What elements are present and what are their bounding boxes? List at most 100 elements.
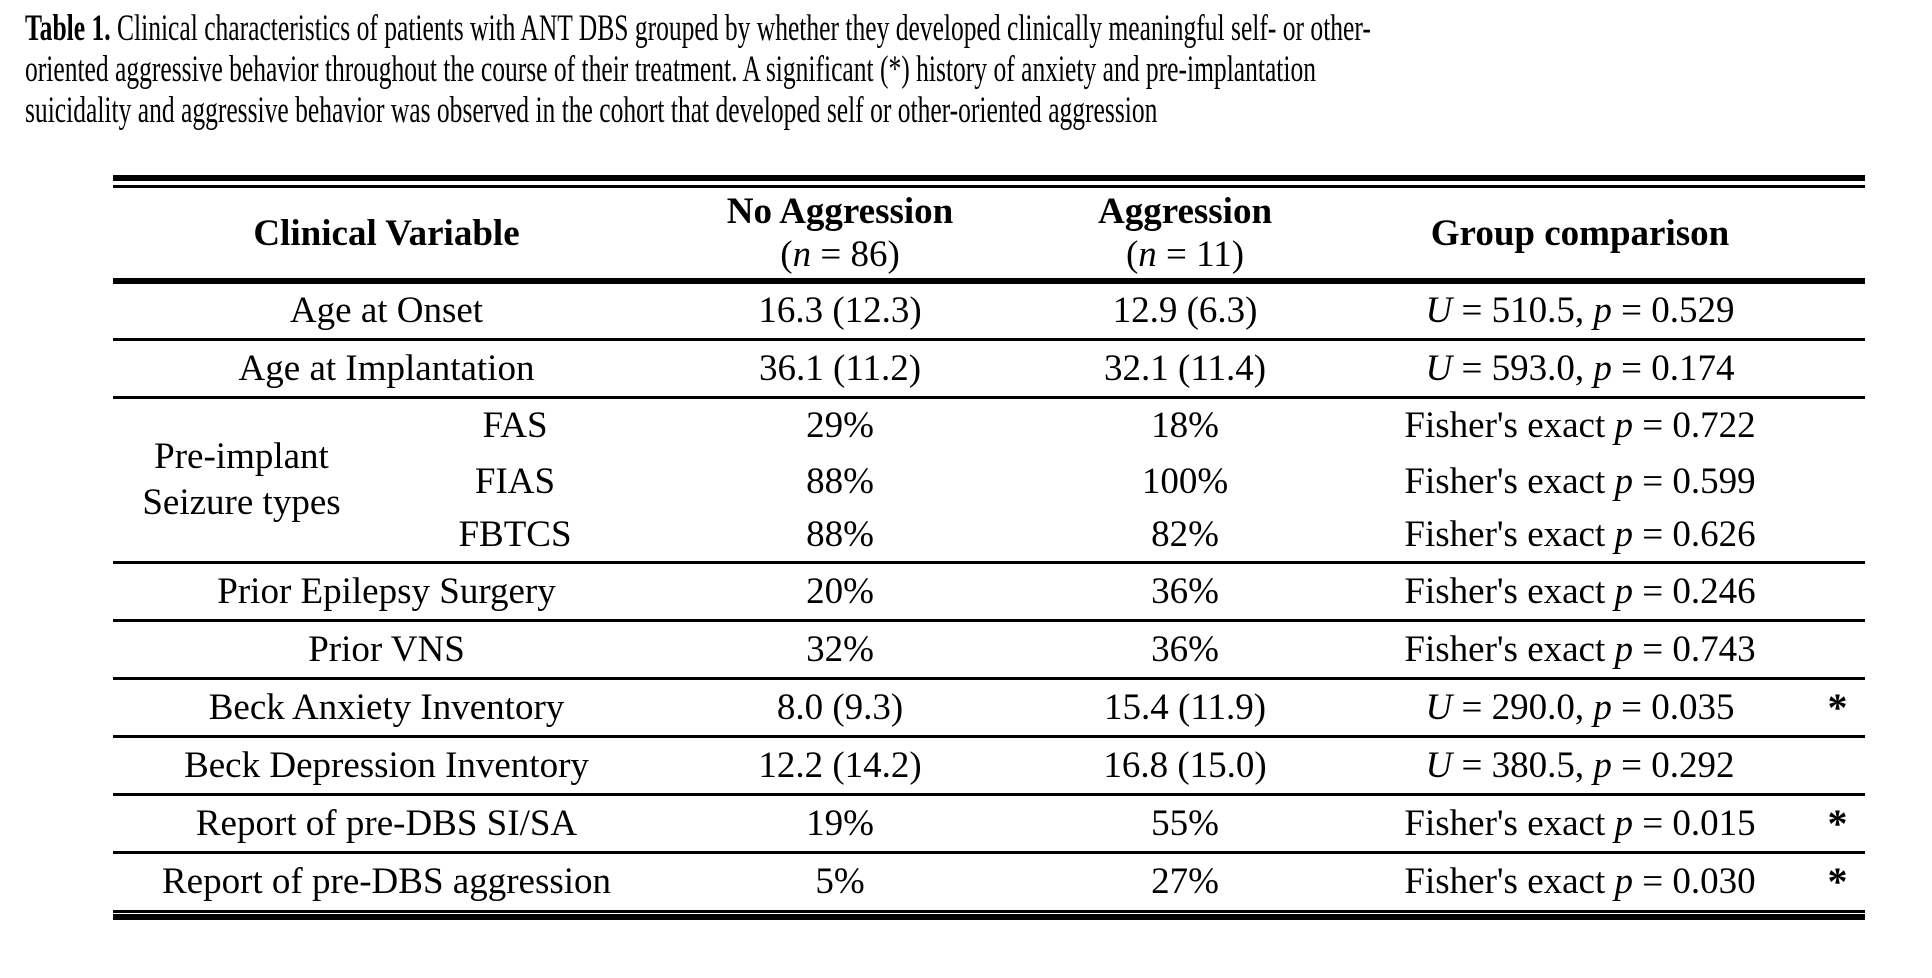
stat-segment: = 0.035	[1611, 686, 1735, 728]
stat-segment: p	[1614, 514, 1634, 556]
seizure-group-label: Pre-implant Seizure types	[142, 435, 341, 523]
aggression-value: 16.8 (15.0)	[1103, 744, 1267, 786]
comparison-value: Fisher's exact p = 0.626	[1350, 509, 1810, 562]
stat-segment: Fisher's exact	[1404, 861, 1615, 903]
caption-label: Table 1.	[25, 8, 111, 49]
stat-segment: = 593.0,	[1452, 347, 1594, 389]
no-aggression-value: 32%	[806, 628, 874, 670]
table-row: Beck Depression Inventory 12.2 (14.2) 16…	[113, 736, 1866, 794]
header-aggression: Aggression (n = 11)	[1020, 188, 1350, 281]
table-row: Beck Anxiety Inventory 8.0 (9.3) 15.4 (1…	[113, 678, 1866, 736]
comparison-value: U = 290.0, p = 0.035	[1350, 678, 1810, 736]
stat-segment: = 0.529	[1611, 290, 1735, 332]
no-aggression-value: 12.2 (14.2)	[758, 744, 922, 786]
significance-star: *	[1827, 859, 1848, 905]
comparison-value: Fisher's exact p = 0.599	[1350, 453, 1810, 509]
comparison-value: Fisher's exact p = 0.743	[1350, 620, 1810, 678]
stat-segment: = 0.292	[1611, 744, 1735, 786]
stat-segment: = 510.5,	[1452, 290, 1594, 332]
aggression-value: 82%	[1151, 514, 1219, 556]
aggression-value: 36%	[1151, 570, 1219, 612]
stat-segment: = 0.722	[1633, 405, 1756, 447]
row-label: Beck Depression Inventory	[184, 744, 589, 786]
clinical-characteristics-table: Clinical Variable No Aggression (n = 86)…	[113, 188, 1866, 910]
stat-segment: = 0.246	[1633, 570, 1756, 612]
top-rule-thick	[113, 175, 1865, 181]
significance-star	[1810, 397, 1865, 453]
row-label: Report of pre-DBS aggression	[161, 861, 612, 903]
stat-segment: p	[1614, 802, 1634, 844]
aggression-value: 15.4 (11.9)	[1104, 686, 1267, 728]
no-aggression-value: 36.1 (11.2)	[759, 347, 922, 389]
row-label: Beck Anxiety Inventory	[208, 686, 565, 728]
stat-segment: U	[1425, 686, 1453, 728]
header-no-aggression: No Aggression (n = 86)	[660, 188, 1020, 281]
significance-star	[1810, 509, 1865, 562]
no-aggression-value: 88%	[806, 460, 874, 502]
stat-segment: = 0.030	[1633, 861, 1756, 903]
caption-line-2: oriented aggressive behavior throughout …	[25, 49, 1317, 90]
significance-star	[1810, 339, 1865, 397]
stat-segment: p	[1593, 290, 1612, 332]
aggression-value: 12.9 (6.3)	[1112, 290, 1258, 332]
stat-segment: p	[1593, 744, 1612, 786]
stat-segment: p	[1593, 686, 1612, 728]
stat-segment: Fisher's exact	[1404, 514, 1615, 556]
caption-line-1: Table 1. Clinical characteristics of pat…	[25, 8, 1371, 49]
stat-segment: Fisher's exact	[1404, 570, 1615, 612]
aggression-value: 32.1 (11.4)	[1104, 347, 1267, 389]
row-label: Prior Epilepsy Surgery	[217, 570, 556, 612]
header-star-column	[1810, 188, 1865, 281]
table-row: Report of pre-DBS SI/SA 19% 55% Fisher's…	[113, 794, 1866, 852]
stat-segment: Fisher's exact	[1404, 405, 1615, 447]
comparison-value: Fisher's exact p = 0.015	[1350, 794, 1810, 852]
significance-star	[1810, 453, 1865, 509]
significance-star: *	[1827, 800, 1848, 846]
header-aggression-n: (n = 11)	[1125, 234, 1245, 275]
table-row: Pre-implant Seizure types FAS 29% 18% Fis…	[113, 397, 1865, 522]
stat-segment: = 0.015	[1633, 802, 1756, 844]
stat-segment: Fisher's exact	[1404, 460, 1615, 502]
no-aggression-value: 88%	[806, 514, 874, 556]
header-row: Clinical Variable No Aggression (n = 86)…	[113, 188, 1866, 281]
row-sublabel: FBTCS	[458, 514, 572, 556]
aggression-value: 27%	[1151, 861, 1219, 903]
no-aggression-value: 20%	[806, 570, 874, 612]
stat-segment: p	[1614, 405, 1634, 447]
stat-segment: U	[1425, 744, 1453, 786]
no-aggression-value: 19%	[806, 802, 874, 844]
stat-segment: p	[1614, 861, 1634, 903]
stat-segment: = 0.599	[1633, 460, 1756, 502]
aggression-value: 55%	[1151, 802, 1219, 844]
stat-segment: = 380.5,	[1452, 744, 1594, 786]
bottom-rule-thick	[113, 914, 1865, 920]
bottom-rule-thin	[113, 910, 1865, 913]
row-label: Report of pre-DBS SI/SA	[195, 802, 578, 844]
table-row: Age at Implantation 36.1 (11.2) 32.1 (11…	[113, 339, 1866, 397]
table-row: Prior Epilepsy Surgery 20% 36% Fisher's …	[113, 562, 1866, 620]
row-label: Age at Onset	[289, 290, 484, 332]
significance-star: *	[1827, 684, 1848, 730]
no-aggression-value: 29%	[806, 405, 874, 447]
stat-segment: p	[1614, 460, 1634, 502]
comparison-value: U = 593.0, p = 0.174	[1350, 339, 1810, 397]
row-sublabel: FIAS	[474, 460, 556, 502]
table-row: Report of pre-DBS aggression 5% 27% Fish…	[113, 852, 1865, 910]
stat-segment: = 0.743	[1633, 628, 1756, 670]
stat-segment: Fisher's exact	[1404, 802, 1615, 844]
stat-segment: = 290.0,	[1452, 686, 1594, 728]
row-label: Prior VNS	[308, 628, 465, 670]
stat-segment: p	[1614, 570, 1634, 612]
header-group-comparison: Group comparison	[1430, 212, 1730, 254]
comparison-value: Fisher's exact p = 0.246	[1350, 562, 1810, 620]
table-row: FIAS 88% 100% Fisher's exact p = 0.599	[113, 453, 1865, 509]
comparison-value: U = 380.5, p = 0.292	[1350, 736, 1810, 794]
table-row: Prior VNS 32% 36% Fisher's exact p = 0.7…	[113, 620, 1866, 678]
top-rule-thin	[113, 185, 1865, 188]
stat-segment: = 0.626	[1633, 514, 1756, 556]
header-no-aggression-n: (n = 86)	[780, 234, 900, 275]
comparison-value: Fisher's exact p = 0.722	[1350, 397, 1810, 453]
table-caption: Table 1. Clinical characteristics of pat…	[25, 8, 1371, 131]
clinical-table: Clinical Variable No Aggression (n = 86)…	[113, 175, 1866, 920]
